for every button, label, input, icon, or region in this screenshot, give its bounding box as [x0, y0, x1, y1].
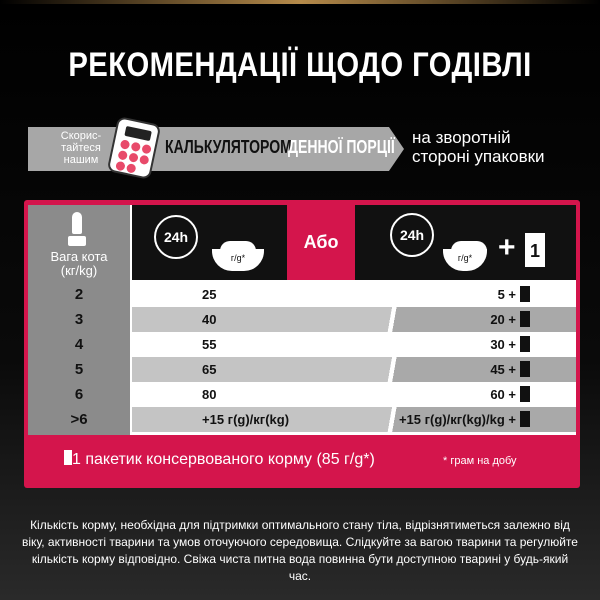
weight-cell: 5	[74, 361, 84, 378]
pouch-icon	[520, 286, 530, 302]
pouch-note: 1 пакетик консервованого корму (85 г/g*)	[72, 451, 375, 468]
per-day-note: * грам на добу	[443, 455, 517, 467]
table-row: 25 5 +	[132, 282, 576, 307]
pouch-icon	[64, 450, 72, 465]
food-bowl-icon: г/g*	[443, 241, 487, 271]
dry-amount: 25	[202, 287, 217, 302]
table-row: 80 60 +	[132, 382, 576, 407]
mixed-amount: +15 г(g)/кг(kg)/kg +	[398, 412, 516, 427]
weight-header: Вага кота (кг/kg)	[50, 249, 108, 278]
plus-sign: +	[498, 231, 516, 264]
dry-amount: 65	[202, 362, 217, 377]
food-bowl-icon: г/g*	[212, 241, 264, 271]
pouch-icon	[520, 336, 530, 352]
table-row: 65 45 +	[132, 357, 576, 382]
calculator-banner	[28, 127, 404, 171]
weight-cell: 6	[74, 386, 84, 403]
table-row: 40 20 +	[132, 307, 576, 332]
pouch-icon	[520, 386, 530, 402]
mixed-amount: 5 +	[497, 287, 516, 302]
weight-cell: 3	[74, 311, 84, 328]
feeding-disclaimer: Кількість корму, необхідна для підтримки…	[22, 518, 578, 583]
clock-24h-icon: 24h	[390, 213, 434, 257]
weight-cell: >6	[70, 411, 88, 428]
mixed-amount: 45 +	[490, 362, 516, 377]
dry-only-header: 24h г/g*	[132, 205, 287, 280]
clock-24h-icon: 24h	[154, 215, 198, 259]
table-row: 55 30 +	[132, 332, 576, 357]
mixed-amount: 20 +	[490, 312, 516, 327]
pouch-icon	[520, 311, 530, 327]
banner-portion-text: ДЕННОЇ ПОРЦІЇ	[288, 137, 395, 157]
dry-amount: 55	[202, 337, 217, 352]
pouch-icon: 1	[525, 233, 545, 267]
banner-use-text: Скорис- тайтеся нашим	[60, 130, 102, 166]
or-label: Або	[287, 205, 355, 280]
pouch-icon	[520, 361, 530, 377]
weight-cell: 2	[74, 286, 84, 303]
mixed-amount: 30 +	[490, 337, 516, 352]
banner-calculator-text: КАЛЬКУЛЯТОРОМ	[165, 137, 292, 157]
back-line-1: на зворотній	[412, 128, 511, 147]
back-line-2: стороні упаковки	[412, 147, 545, 166]
page-title: РЕКОМЕНДАЦІЇ ЩОДО ГОДІВЛІ	[68, 46, 532, 84]
pouch-icon	[520, 411, 530, 427]
mixed-amount: 60 +	[490, 387, 516, 402]
dry-amount: 80	[202, 387, 217, 402]
weight-cell: 4	[74, 336, 84, 353]
cat-on-scale-icon	[64, 212, 90, 246]
dry-amount: +15 г(g)/кг(kg)	[202, 412, 290, 427]
banner-back-text: на зворотній стороні упаковки	[412, 128, 545, 166]
top-accent-line	[0, 0, 600, 4]
table-row: +15 г(g)/кг(kg) +15 г(g)/кг(kg)/kg +	[132, 407, 576, 432]
mixed-feeding-header: 24h г/g* + 1	[355, 205, 576, 280]
dry-amount: 40	[202, 312, 217, 327]
